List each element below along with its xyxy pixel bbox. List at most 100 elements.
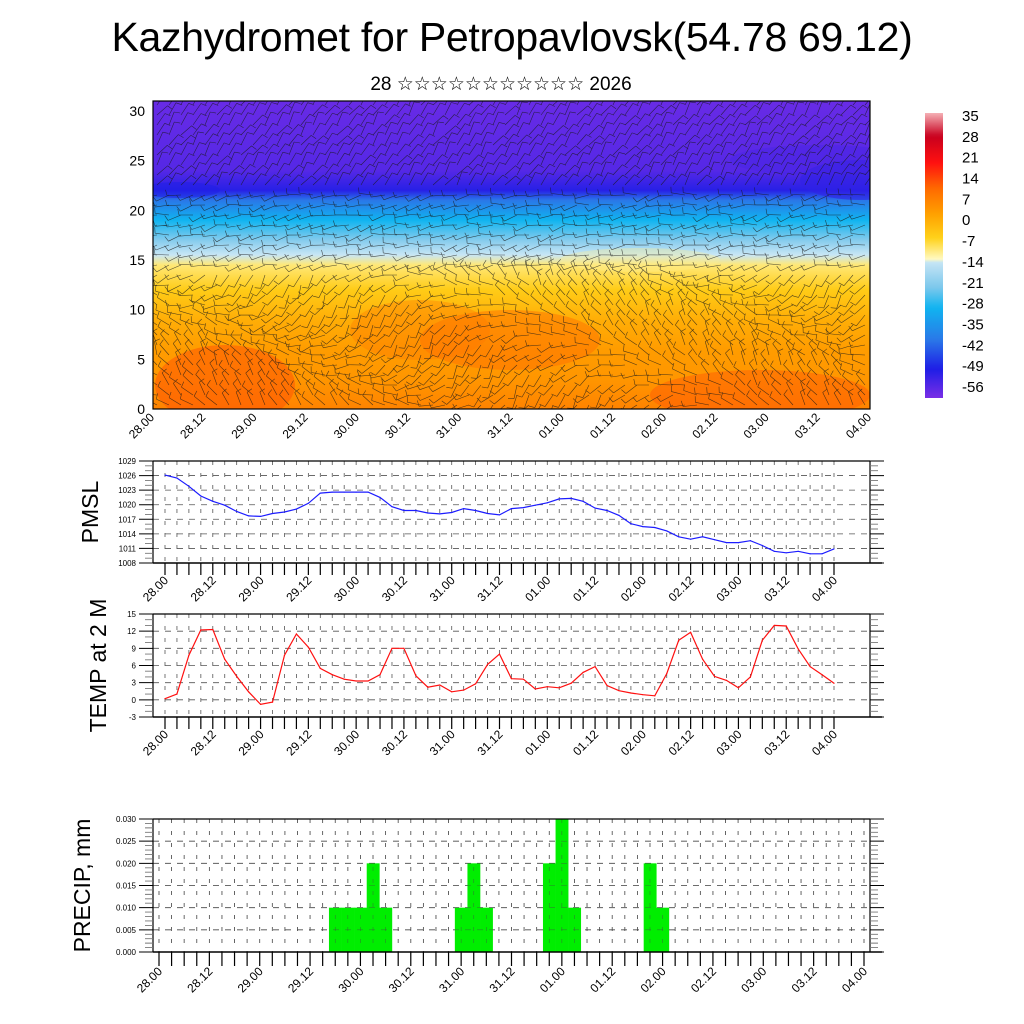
x-tick-label: 03.00	[741, 410, 772, 441]
y-tick-label: 1023	[118, 486, 136, 495]
pmsl-point	[271, 512, 274, 515]
pmsl-point	[785, 552, 787, 554]
y-tick-label: 1011	[119, 544, 137, 553]
x-tick-label: 29.12	[283, 727, 314, 758]
temp-panel: 15 12 9 6 3 0 -328.00 28.12 29.00 29.12 30.00 30.12…	[85, 599, 884, 758]
x-tick-label: 30.12	[379, 727, 410, 758]
pmsl-point	[439, 513, 441, 515]
y-tick-label: 10	[129, 302, 145, 318]
temperature-anomaly	[155, 345, 295, 409]
temp2m-point	[725, 679, 728, 681]
x-tick-label: 29.12	[283, 573, 314, 604]
pmsl-point	[713, 539, 716, 541]
x-tick-label: 31.12	[474, 727, 505, 758]
pmsl-point	[701, 536, 704, 538]
colorbar-label: 14	[962, 171, 979, 188]
y-tick-label: 1026	[118, 472, 136, 481]
x-tick-label: 02.00	[618, 727, 649, 758]
chart-subtitle: 28 ☆☆☆☆☆☆☆☆☆☆☆ 2026	[370, 74, 632, 95]
colorbar-label: -42	[962, 337, 984, 354]
cross-section-y-axis: 0 5 10 15 20 25 30	[129, 103, 145, 417]
x-tick-label: 03.12	[761, 727, 792, 758]
temp2m-point	[749, 676, 751, 678]
x-tick-label: 30.00	[335, 964, 366, 995]
y-tick-label: 0.015	[116, 882, 137, 891]
temp2m-point	[212, 628, 214, 631]
y-tick-label: 0.025	[116, 837, 137, 846]
y-tick-label: 9	[132, 644, 137, 653]
temp2m-point	[534, 688, 536, 690]
colorbar-labels: 35 28 21 14 7 0 -7 -14 -21 -28 -35 -42 -49 -56	[962, 108, 984, 396]
colorbar: 35 28 21 14 7 0 -7 -14 -21 -28 -35 -42 -49 -56	[925, 108, 984, 398]
x-tick-label: 31.12	[474, 573, 505, 604]
x-tick-label: 03.12	[792, 410, 823, 441]
pmsl-point	[283, 511, 286, 513]
pmsl-point	[259, 515, 262, 517]
temp2m-point	[570, 682, 572, 684]
x-tick-label: 28.12	[188, 573, 219, 604]
colorbar-label: -14	[962, 254, 984, 271]
pmsl-point	[498, 514, 501, 516]
pmsl-point	[761, 544, 763, 547]
pmsl-point	[355, 491, 357, 493]
temp2m-point	[295, 633, 298, 635]
x-tick-label: 03.12	[761, 573, 792, 604]
wind-barb-field	[153, 101, 870, 409]
pmsl-point	[295, 508, 298, 510]
temp2m-point	[236, 675, 238, 677]
pmsl-point	[307, 502, 309, 504]
cross-section-panel: 0 5 10 15 20 25 30 28.00 28.12 29.00 29.12 30.00 30…	[126, 100, 874, 441]
pmsl-point	[367, 491, 369, 493]
y-tick-label: 0.030	[116, 815, 137, 824]
pmsl-point	[343, 491, 345, 493]
colorbar-label: -28	[962, 296, 984, 313]
y-tick-label: 0.010	[116, 904, 137, 913]
chart-title: Kazhydromet for Petropavlovsk(54.78 69.1…	[111, 14, 913, 60]
temp2m-point	[797, 648, 799, 650]
temp2m-point	[594, 666, 596, 668]
pmsl-point	[737, 542, 740, 544]
x-tick-label: 30.12	[379, 573, 410, 604]
temp2m-point	[367, 680, 369, 682]
temp2m-point	[391, 647, 393, 649]
pmsl-point	[164, 474, 166, 476]
precip-axis-title: PRECIP, mm	[69, 819, 95, 953]
temp2m-point	[463, 689, 465, 691]
x-tick-label: 30.00	[331, 727, 362, 758]
temp2m-point	[307, 646, 309, 648]
x-tick-label: 03.00	[713, 727, 744, 758]
x-tick-label: 01.12	[570, 573, 601, 604]
colorbar-label: 35	[962, 108, 979, 125]
temp2m-point	[558, 687, 560, 689]
y-tick-label: 25	[129, 153, 145, 169]
pmsl-panel: 1029 1026 1023 1020 1017 1014 1011 1008 28.00 28.…	[77, 457, 884, 604]
pmsl-point	[212, 500, 214, 502]
x-tick-label: 02.12	[688, 964, 719, 995]
temp2m-point	[498, 653, 501, 655]
vertical-gridlines	[164, 461, 835, 563]
x-tick-label: 01.00	[536, 410, 567, 441]
pmsl-point	[630, 523, 632, 525]
temperature-anomaly	[650, 370, 870, 409]
pmsl-point	[546, 502, 548, 504]
x-tick-label: 31.12	[486, 964, 517, 995]
x-ticks	[158, 952, 865, 966]
y-minor-ticks	[145, 822, 878, 949]
x-tick-label: 04.00	[839, 964, 870, 995]
pmsl-point	[236, 510, 238, 513]
temp2m-point	[259, 703, 262, 706]
y-major-ticks	[139, 460, 884, 564]
x-tick-label: 03.12	[789, 964, 820, 995]
temp2m-point	[451, 691, 453, 693]
y-major-ticks	[139, 818, 884, 953]
x-tick-label: 28.00	[126, 410, 157, 441]
temp2m-point	[666, 672, 668, 675]
temp2m-point	[188, 654, 190, 656]
y-tick-label: -3	[129, 713, 137, 722]
temp2m-point	[427, 686, 429, 688]
pmsl-point	[809, 553, 811, 555]
temp2m-point	[224, 658, 226, 660]
pmsl-point	[797, 550, 799, 552]
x-tick-label: 31.12	[484, 410, 515, 441]
